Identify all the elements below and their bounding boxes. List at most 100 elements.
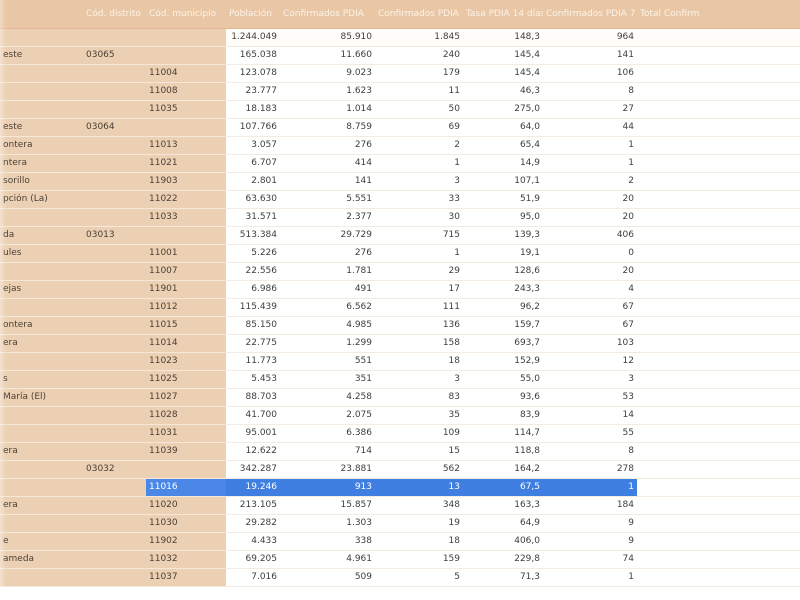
cell-confirmados-pdia[interactable]: 276 bbox=[280, 244, 375, 263]
cell-name[interactable] bbox=[0, 298, 83, 317]
cell-cod-municipio[interactable]: 11008 bbox=[146, 82, 226, 101]
cell-cod-distrito[interactable] bbox=[83, 442, 146, 461]
cell-poblacion[interactable]: 95.001 bbox=[226, 424, 280, 443]
cell-confirmados-pdia[interactable]: 491 bbox=[280, 280, 375, 299]
cell-name[interactable] bbox=[0, 514, 83, 533]
cell-confirmados-pdia-14[interactable]: 348 bbox=[375, 496, 463, 515]
cell-total-confirmados[interactable] bbox=[637, 568, 800, 587]
cell-confirmados-pdia[interactable]: 1.623 bbox=[280, 82, 375, 101]
cell-tasa-pdia-14[interactable]: 64,0 bbox=[463, 118, 543, 137]
cell-name[interactable] bbox=[0, 262, 83, 281]
cell-poblacion[interactable]: 2.801 bbox=[226, 172, 280, 191]
cell-name[interactable]: sorillo bbox=[0, 172, 83, 191]
cell-tasa-pdia-14[interactable]: 406,0 bbox=[463, 532, 543, 551]
cell-confirmados-pdia-14[interactable]: 35 bbox=[375, 406, 463, 425]
cell-name[interactable] bbox=[0, 28, 83, 47]
table-row[interactable]: 11037 7.016 509 5 71,3 1 bbox=[0, 568, 800, 587]
cell-total-confirmados[interactable]: 29 bbox=[637, 226, 800, 245]
cell-confirmados-pdia-14[interactable]: 17 bbox=[375, 280, 463, 299]
cell-cod-distrito[interactable] bbox=[83, 424, 146, 443]
cell-confirmados-pdia[interactable]: 11.660 bbox=[280, 46, 375, 65]
header-poblacion[interactable]: Población bbox=[226, 0, 280, 29]
cell-cod-municipio[interactable]: 11016 bbox=[146, 478, 226, 497]
cell-cod-municipio[interactable]: 11902 bbox=[146, 532, 226, 551]
cell-tasa-pdia-14[interactable]: 64,9 bbox=[463, 514, 543, 533]
cell-poblacion[interactable]: 213.105 bbox=[226, 496, 280, 515]
table-row[interactable]: ontera 11013 3.057 276 2 65,4 1 bbox=[0, 136, 800, 155]
cell-cod-municipio[interactable]: 11025 bbox=[146, 370, 226, 389]
cell-confirmados-pdia-14[interactable]: 562 bbox=[375, 460, 463, 479]
cell-cod-municipio[interactable]: 11028 bbox=[146, 406, 226, 425]
cell-cod-distrito[interactable] bbox=[83, 244, 146, 263]
cell-name[interactable]: e bbox=[0, 532, 83, 551]
cell-confirmados-pdia-7[interactable]: 67 bbox=[543, 316, 637, 335]
cell-poblacion[interactable]: 19.246 bbox=[226, 478, 280, 497]
cell-poblacion[interactable]: 69.205 bbox=[226, 550, 280, 569]
cell-confirmados-pdia[interactable]: 141 bbox=[280, 172, 375, 191]
cell-total-confirmados[interactable]: 5 bbox=[637, 190, 800, 209]
cell-confirmados-pdia[interactable]: 15.857 bbox=[280, 496, 375, 515]
cell-cod-distrito[interactable] bbox=[83, 172, 146, 191]
cell-confirmados-pdia[interactable]: 913 bbox=[280, 478, 375, 497]
cell-name[interactable]: ameda bbox=[0, 550, 83, 569]
header-cod-municipio[interactable]: Cód. municipio bbox=[146, 0, 226, 29]
header-confirmados-pdia[interactable]: Confirmados PDIA bbox=[280, 0, 375, 29]
cell-confirmados-pdia[interactable]: 4.985 bbox=[280, 316, 375, 335]
header-name[interactable] bbox=[0, 0, 83, 29]
cell-confirmados-pdia-14[interactable]: 19 bbox=[375, 514, 463, 533]
cell-poblacion[interactable]: 513.384 bbox=[226, 226, 280, 245]
cell-confirmados-pdia-14[interactable]: 158 bbox=[375, 334, 463, 353]
cell-confirmados-pdia-7[interactable]: 55 bbox=[543, 424, 637, 443]
cell-confirmados-pdia-14[interactable]: 1.845 bbox=[375, 28, 463, 47]
cell-tasa-pdia-14[interactable]: 145,4 bbox=[463, 64, 543, 83]
cell-poblacion[interactable]: 6.707 bbox=[226, 154, 280, 173]
cell-confirmados-pdia-14[interactable]: 240 bbox=[375, 46, 463, 65]
cell-poblacion[interactable]: 3.057 bbox=[226, 136, 280, 155]
cell-tasa-pdia-14[interactable]: 164,2 bbox=[463, 460, 543, 479]
cell-total-confirmados[interactable]: 1 bbox=[637, 82, 800, 101]
cell-confirmados-pdia-7[interactable]: 1 bbox=[543, 136, 637, 155]
cell-confirmados-pdia-14[interactable]: 159 bbox=[375, 550, 463, 569]
cell-cod-distrito[interactable] bbox=[83, 550, 146, 569]
cell-cod-distrito[interactable] bbox=[83, 568, 146, 587]
cell-confirmados-pdia-7[interactable]: 103 bbox=[543, 334, 637, 353]
cell-confirmados-pdia-14[interactable]: 3 bbox=[375, 172, 463, 191]
cell-tasa-pdia-14[interactable]: 139,3 bbox=[463, 226, 543, 245]
cell-confirmados-pdia-14[interactable]: 3 bbox=[375, 370, 463, 389]
cell-name[interactable]: María (El) bbox=[0, 388, 83, 407]
cell-cod-distrito[interactable] bbox=[83, 190, 146, 209]
cell-total-confirmados[interactable] bbox=[637, 154, 800, 173]
cell-confirmados-pdia-14[interactable]: 69 bbox=[375, 118, 463, 137]
cell-tasa-pdia-14[interactable]: 19,1 bbox=[463, 244, 543, 263]
cell-tasa-pdia-14[interactable]: 693,7 bbox=[463, 334, 543, 353]
cell-total-confirmados[interactable]: 4 bbox=[637, 550, 800, 569]
cell-confirmados-pdia-7[interactable]: 74 bbox=[543, 550, 637, 569]
table-row[interactable]: era 11039 12.622 714 15 118,8 8 bbox=[0, 442, 800, 461]
cell-poblacion[interactable]: 22.775 bbox=[226, 334, 280, 353]
cell-confirmados-pdia-14[interactable]: 13 bbox=[375, 478, 463, 497]
cell-confirmados-pdia-7[interactable]: 0 bbox=[543, 244, 637, 263]
cell-cod-municipio[interactable]: 11014 bbox=[146, 334, 226, 353]
cell-tasa-pdia-14[interactable]: 275,0 bbox=[463, 100, 543, 119]
cell-cod-distrito[interactable] bbox=[83, 478, 146, 497]
cell-total-confirmados[interactable]: 6 bbox=[637, 298, 800, 317]
cell-name[interactable] bbox=[0, 478, 83, 497]
cell-confirmados-pdia-14[interactable]: 18 bbox=[375, 532, 463, 551]
cell-confirmados-pdia[interactable]: 338 bbox=[280, 532, 375, 551]
cell-poblacion[interactable]: 12.622 bbox=[226, 442, 280, 461]
cell-confirmados-pdia[interactable]: 276 bbox=[280, 136, 375, 155]
header-cod-distrito[interactable]: Cód. distrito bbox=[83, 0, 146, 29]
cell-cod-distrito[interactable] bbox=[83, 64, 146, 83]
cell-tasa-pdia-14[interactable]: 65,4 bbox=[463, 136, 543, 155]
table-row[interactable]: e 11902 4.433 338 18 406,0 9 bbox=[0, 532, 800, 551]
cell-total-confirmados[interactable]: 23 bbox=[637, 460, 800, 479]
cell-total-confirmados[interactable] bbox=[637, 244, 800, 263]
cell-tasa-pdia-14[interactable]: 128,6 bbox=[463, 262, 543, 281]
cell-confirmados-pdia[interactable]: 714 bbox=[280, 442, 375, 461]
